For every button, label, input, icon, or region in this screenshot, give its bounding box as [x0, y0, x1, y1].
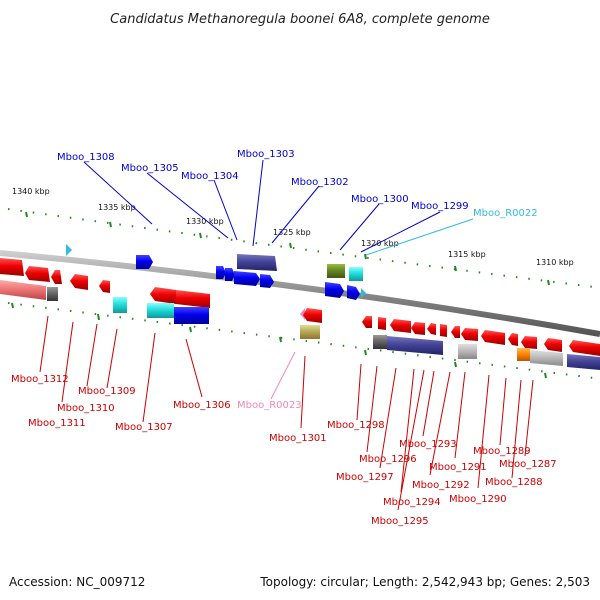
gene-Mboo_1289[interactable]	[508, 333, 518, 346]
forward-genes	[66, 244, 366, 300]
topology-text: Topology: circular; Length: 2,542,943 bp…	[259, 575, 590, 589]
inner-tick-row	[7, 302, 595, 379]
gene-Mboo_1306[interactable]	[174, 307, 209, 324]
gene-Mboo_1301[interactable]	[303, 308, 322, 323]
kbp-label: 1320 kbp	[361, 239, 399, 248]
gene-Mboo_1297[interactable]	[390, 319, 411, 333]
outer-tick-row	[7, 208, 595, 288]
gene-label[interactable]: Mboo_1290	[449, 494, 507, 505]
gene-Mboo_1288[interactable]	[521, 336, 537, 349]
kbp-label: 1340 kbp	[12, 187, 50, 196]
gene-label[interactable]: Mboo_1288	[485, 477, 543, 488]
gene-Mboo_1307[interactable]	[150, 287, 176, 304]
gene-Mboo_1307c[interactable]	[147, 303, 174, 318]
gene-label[interactable]: Mboo_1291	[429, 462, 487, 473]
gene-Mboo_1309[interactable]	[70, 274, 88, 290]
gene-Mboo_1294[interactable]	[440, 324, 447, 337]
kbp-label: 1310 kbp	[536, 258, 574, 267]
gene-label[interactable]: Mboo_1310	[57, 403, 115, 414]
gene-Mboo_1292[interactable]	[451, 326, 460, 338]
gene-Mboo_1291b[interactable]	[458, 344, 477, 359]
gene-Mboo_1305[interactable]	[216, 266, 226, 279]
kbp-label: 1330 kbp	[186, 217, 224, 226]
gene-label[interactable]: Mboo_1296	[359, 454, 417, 465]
gene-label[interactable]: Mboo_1294	[383, 497, 441, 508]
gene-Mboo_1307b[interactable]	[176, 290, 210, 308]
gene-Mboo_1299b[interactable]	[325, 282, 344, 298]
gene-Mboo_1296b[interactable]	[373, 335, 387, 349]
gene-Mboo_1311[interactable]	[25, 266, 50, 282]
genome-backbone	[0, 250, 600, 337]
gene-label[interactable]: Mboo_1302	[291, 177, 349, 188]
gene-label[interactable]: Mboo_1293	[399, 439, 457, 450]
gene-Mboo_1298b[interactable]	[378, 317, 386, 330]
gene-Mboo_1299c[interactable]	[347, 285, 360, 300]
leader-lines	[39, 159, 534, 511]
kbp-labels: 1340 kbp 1335 kbp 1330 kbp 1325 kbp 1320…	[12, 187, 574, 267]
reverse-gene-labels: Mboo_1312 Mboo_1309 Mboo_1310 Mboo_1311 …	[11, 374, 557, 527]
gene-Mboo_1287[interactable]	[544, 338, 562, 352]
gene-Mboo_R0023-marker[interactable]	[300, 308, 305, 320]
gene-Mboo_1312b[interactable]	[0, 280, 46, 300]
kbp-label: 1315 kbp	[448, 250, 486, 259]
gene-label[interactable]: Mboo_1289	[473, 446, 531, 457]
gene-Mboo_1301b[interactable]	[300, 325, 320, 339]
gene-label[interactable]: Mboo_1301	[269, 433, 327, 444]
gene-rna-marker[interactable]	[361, 288, 366, 298]
gene-label[interactable]: Mboo_1287	[499, 459, 557, 470]
gene-Mboo_1304[interactable]	[225, 268, 235, 281]
gene-Mboo_1290[interactable]	[481, 330, 505, 345]
gene-label[interactable]: Mboo_1308	[57, 152, 115, 163]
gene-Mboo_1288b[interactable]	[517, 348, 530, 361]
gene-label[interactable]: Mboo_1312	[11, 374, 69, 385]
gene-label[interactable]: Mboo_1298	[327, 420, 385, 431]
gene-label[interactable]: Mboo_1309	[78, 386, 136, 397]
gene-Mboo_1288c[interactable]	[530, 350, 563, 366]
gene-Mboo_1293[interactable]	[387, 336, 443, 355]
gene-Mboo_1298[interactable]	[362, 316, 372, 328]
gene-Mboo_1296[interactable]	[411, 322, 425, 335]
gene-label[interactable]: Mboo_R0023	[237, 400, 302, 411]
gene-Mboo_1291[interactable]	[461, 328, 478, 341]
gene-Mboo_1299[interactable]	[349, 267, 363, 281]
gene-Mboo_1287b[interactable]	[569, 340, 600, 356]
gene-label[interactable]: Mboo_1303	[237, 149, 295, 160]
gene-Mboo_1308[interactable]	[136, 255, 153, 269]
kbp-label: 1325 kbp	[273, 228, 311, 237]
gene-Mboo_1312c[interactable]	[47, 287, 58, 301]
gene-Mboo_1309b[interactable]	[99, 280, 110, 293]
accession-text: Accession: NC_009712	[9, 575, 145, 589]
gene-Mboo_1295[interactable]	[427, 323, 436, 335]
gene-Mboo_1312[interactable]	[0, 258, 24, 276]
gene-label[interactable]: Mboo_1307	[115, 422, 173, 433]
gene-label[interactable]: Mboo_1292	[412, 480, 470, 491]
gene-label[interactable]: Mboo_1299	[411, 201, 469, 212]
kbp-label: 1335 kbp	[98, 203, 136, 212]
gene-label[interactable]: Mboo_1306	[173, 400, 231, 411]
gene-Mboo_1310[interactable]	[51, 270, 62, 284]
forward-gene-labels: Mboo_1308 Mboo_1305 Mboo_1304 Mboo_1303 …	[57, 149, 538, 219]
genome-title: Candidatus Methanoregula boonei 6A8, com…	[110, 12, 490, 27]
gene-Mboo_1287c[interactable]	[567, 354, 600, 370]
gene-label[interactable]: Mboo_R0022	[473, 208, 538, 219]
gene-Mboo_1303b[interactable]	[234, 271, 260, 286]
gene-Mboo_1300[interactable]	[327, 264, 345, 278]
reverse-genes	[0, 258, 600, 370]
gene-Mboo_1309c[interactable]	[113, 297, 127, 313]
gene-label[interactable]: Mboo_1311	[28, 418, 86, 429]
gene-label[interactable]: Mboo_1295	[371, 516, 429, 527]
gene-label[interactable]: Mboo_1297	[336, 472, 394, 483]
gene-Mboo_1302[interactable]	[260, 274, 274, 288]
gene-label[interactable]: Mboo_1304	[181, 171, 239, 182]
gene-label[interactable]: Mboo_1300	[351, 194, 409, 205]
gene-label[interactable]: Mboo_1305	[121, 163, 179, 174]
gene-Mboo_R0022-marker[interactable]	[66, 244, 72, 256]
gene-Mboo_1303[interactable]	[237, 254, 277, 271]
